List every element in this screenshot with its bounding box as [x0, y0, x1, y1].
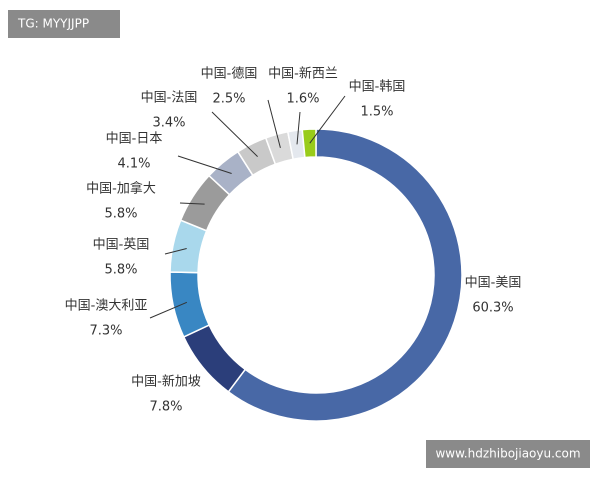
leader-line: [164, 247, 187, 255]
slice-value-label: 3.4%: [152, 116, 185, 131]
watermark-box: [8, 10, 120, 38]
slice-label: 中国-澳大利亚: [65, 298, 148, 314]
donut-slice: [227, 128, 463, 422]
leader-line: [177, 155, 232, 174]
leader-line: [211, 111, 258, 157]
watermark: TG: MYYJJPP: [17, 17, 89, 31]
slice-value-label: 1.6%: [286, 92, 319, 107]
slice-label: 中国-韩国: [349, 80, 406, 95]
slice-label: 中国-法国: [141, 91, 198, 106]
donut-slice: [169, 271, 211, 338]
slice-value-label: 5.8%: [104, 207, 137, 222]
leader-line: [267, 99, 281, 149]
slice-value-label: 7.3%: [89, 324, 122, 339]
slice-label: 中国-德国: [201, 67, 258, 82]
slice-label: 中国-新加坡: [131, 374, 201, 390]
donut-slice: [301, 128, 317, 159]
leader-line: [309, 95, 346, 144]
slice-label: 中国-英国: [93, 238, 150, 253]
slice-value-label: 2.5%: [212, 92, 245, 107]
leader-line: [149, 301, 188, 319]
slice-value-label: 4.1%: [117, 157, 150, 172]
slice-value-label: 60.3%: [472, 301, 513, 316]
leader-line: [296, 111, 301, 145]
slice-label: 中国-美国: [465, 276, 522, 291]
slice-value-label: 5.8%: [104, 263, 137, 278]
slice-value-label: 7.8%: [149, 400, 182, 415]
watermark: www.hdzhibojiaoyu.com: [435, 447, 580, 461]
slice-label: 中国-新西兰: [268, 66, 338, 82]
leader-line: [179, 202, 205, 205]
watermark-box: [426, 440, 590, 468]
slice-label: 中国-加拿大: [86, 181, 156, 197]
slice-value-label: 1.5%: [360, 105, 393, 120]
slice-label: 中国-日本: [106, 132, 163, 147]
